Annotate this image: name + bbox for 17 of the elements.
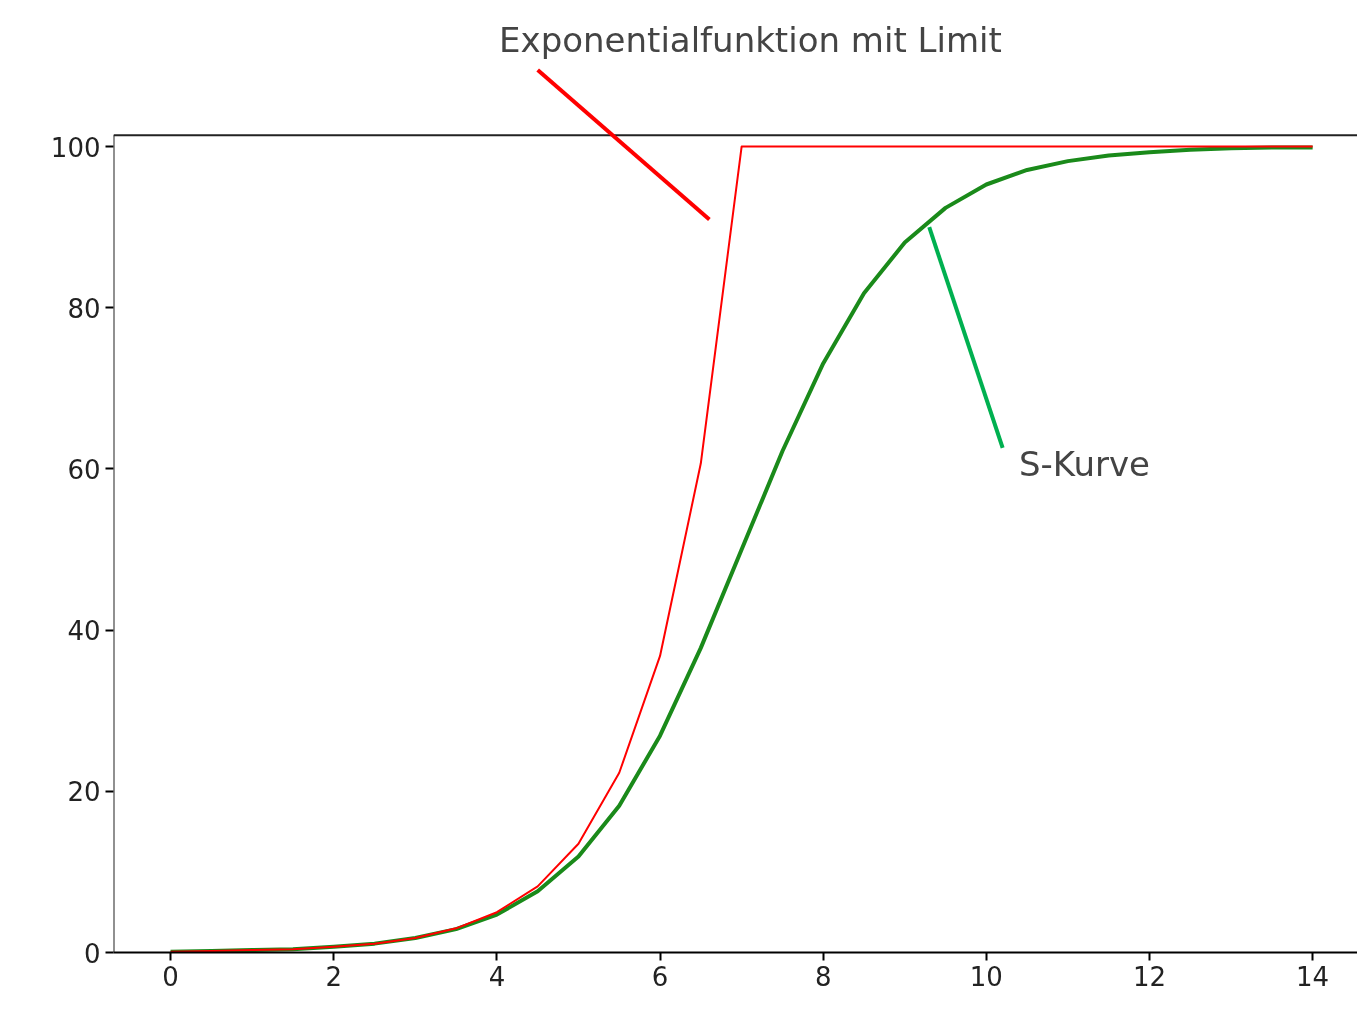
y-tick-label: 60 [67, 454, 101, 485]
y-tick-label: 40 [67, 616, 101, 647]
x-tick-label: 6 [651, 961, 669, 992]
annotation: S-Kurve [1018, 444, 1150, 485]
x-tick-label: 4 [488, 961, 506, 992]
text: Exponentialfunktion mit Limit [499, 20, 1002, 61]
line-series [169, 145, 1314, 953]
x-tick-label: 14 [1296, 961, 1330, 992]
y-tick-label: 80 [67, 293, 101, 324]
x-tick-label: 8 [814, 961, 832, 992]
x-tick-label: 0 [162, 961, 179, 992]
y-tick-label: 0 [83, 938, 101, 969]
y-tick-label: 20 [67, 777, 101, 808]
x-tick-label: 10 [969, 961, 1003, 992]
x-tick-label: 12 [1132, 961, 1167, 992]
y-tick-label: 100 [50, 132, 101, 163]
x-tick-label: 2 [325, 961, 343, 992]
